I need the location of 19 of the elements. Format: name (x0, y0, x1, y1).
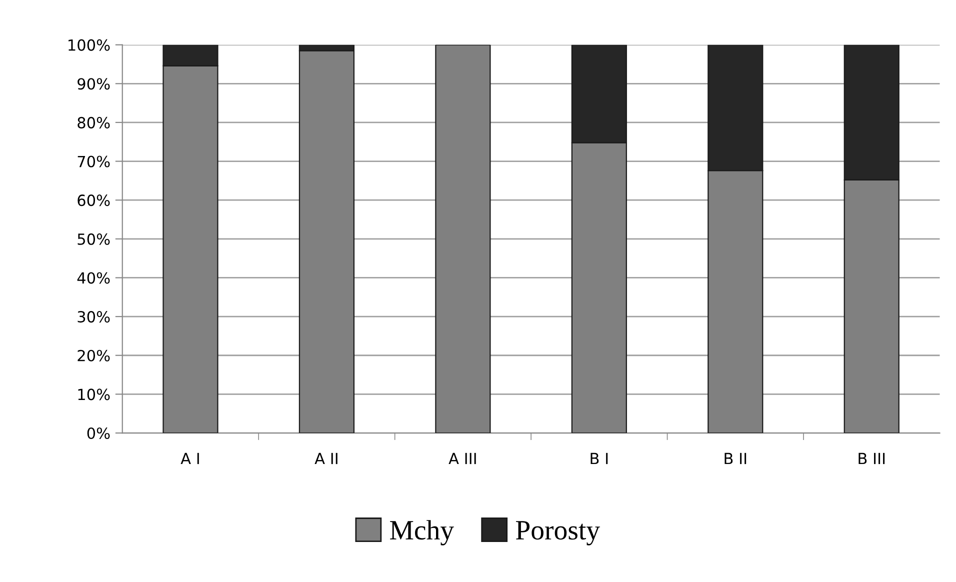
y-tick-label: 0% (87, 427, 110, 440)
x-tick-label: A II (314, 452, 338, 464)
x-tick-label: B II (724, 452, 746, 464)
legend-label: Mchy (390, 520, 454, 546)
x-tick-label: B III (858, 452, 885, 464)
x-tick-label: A I (180, 452, 199, 464)
x-tick-label: B I (590, 452, 608, 464)
y-tick-label: 100% (68, 39, 110, 51)
y-tick-label: 90% (78, 78, 110, 90)
y-tick-label: 60% (78, 194, 110, 206)
y-tick-label: 50% (78, 233, 110, 245)
x-tick-label: A III (448, 452, 476, 464)
y-tick-label: 40% (77, 272, 110, 284)
y-tick-label: 80% (78, 116, 110, 128)
y-tick-label: 30% (78, 311, 110, 323)
y-tick-label: 20% (78, 350, 110, 362)
y-tick-label: 70% (78, 156, 110, 168)
legend-label: Porosty (516, 521, 600, 546)
y-tick-label: 10% (78, 388, 110, 400)
